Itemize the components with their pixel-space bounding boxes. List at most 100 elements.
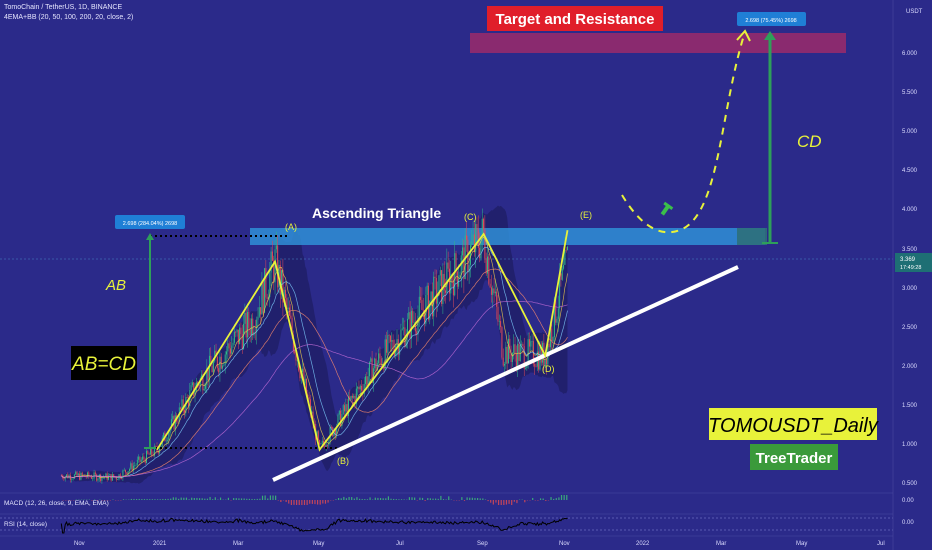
candle-body [100,474,102,481]
candle-body [222,365,224,369]
candle-body [408,312,410,319]
candle-body [564,249,566,265]
candle-body [277,245,279,288]
macd-bar [198,498,201,500]
candle-body [71,479,73,480]
currency-label: USDT [906,9,923,15]
candle-body [460,255,462,276]
macd-bar [327,500,329,503]
macd-bar [164,498,167,500]
candle-body [283,289,285,303]
candle-body [271,251,273,261]
candle-body [386,339,388,353]
candle-body [127,471,129,475]
candle-body [556,318,558,323]
macd-bar [497,500,500,505]
candle-body [252,318,254,336]
candle-body [229,348,231,354]
candle-body [219,356,221,373]
candle-body [172,415,174,420]
candle-body [458,278,460,287]
ab-eq-cd-label: AB=CD [71,354,136,375]
candle-body [273,260,275,283]
candle-body [250,318,252,336]
candle-body [387,335,389,353]
candle-body [215,350,217,357]
candle-body [459,275,461,279]
macd-bar [335,499,337,500]
candle-body [191,382,193,386]
candle-body [530,341,532,347]
macd-bar [364,499,366,500]
candle-body [232,342,234,346]
macd-bar [400,499,403,500]
macd-bar [513,500,515,502]
candle-body [201,374,203,379]
macd-bar [545,500,547,501]
candle-body [193,382,195,396]
macd-bar [288,500,290,504]
candle-body [140,459,142,462]
macd-bar [387,496,390,500]
candle-body [334,429,336,435]
macd-bar [269,495,271,500]
projection-path [621,31,746,234]
candle-body [355,388,357,404]
candle-body [497,306,499,322]
candle-body [117,479,119,481]
candle-body [466,235,468,240]
candle-body [72,478,74,480]
macd-bar [254,499,256,500]
ma-line [61,236,568,479]
target-tooltip [737,12,806,26]
candle-body [186,397,188,398]
candle-body [246,311,248,338]
candle-body [462,247,464,256]
candle-body [135,464,137,466]
candle-body [153,446,155,456]
macd-bar [366,499,369,500]
macd-bar [180,497,182,500]
candle-body [190,385,192,391]
macd-bar [537,500,539,501]
ab-tooltip-text: 2.698 (284.04%) 2698 [123,221,177,227]
candle-body [463,247,465,280]
candle-body [249,327,251,336]
macd-bar [96,500,98,501]
candle-body [505,346,507,364]
price-tick: 4.000 [902,207,918,213]
chart-name-badge [709,408,877,440]
candle-body [142,456,144,460]
candle-body [155,446,157,447]
candle-body [451,274,453,281]
candle-body [282,270,284,303]
candle-body [489,283,491,288]
indicator-legend[interactable]: 4EMA+BB (20, 50, 100, 200, 20, close, 2) [4,14,134,21]
candle-body [523,346,525,369]
candle-body [359,385,361,390]
macd-bar [345,498,348,500]
candle-body [111,474,113,481]
candle-body [67,474,69,479]
candle-body [392,340,394,350]
macd-bar [532,497,534,500]
price-ticks: 6.000 5.500 5.000 4.500 4.000 3.500 3.00… [902,51,918,526]
candle-body [275,245,277,250]
candle-body [320,443,322,445]
macd-bar [351,497,353,500]
candle-body [421,300,423,310]
price-tick: 6.000 [902,51,918,57]
candle-body [376,363,378,371]
symbol-title[interactable]: TomoChain / TetherUS, 1D, BINANCE [4,4,123,11]
candle-body [306,378,308,395]
macd-bar [427,498,429,500]
candle-body [472,234,474,242]
candle-body [304,378,306,384]
candle-body [563,264,565,269]
candle-body [347,396,349,416]
candle-body [400,329,402,345]
candle-body [413,322,415,323]
macd-bar [122,499,125,500]
time-tick: Nov [559,541,570,547]
